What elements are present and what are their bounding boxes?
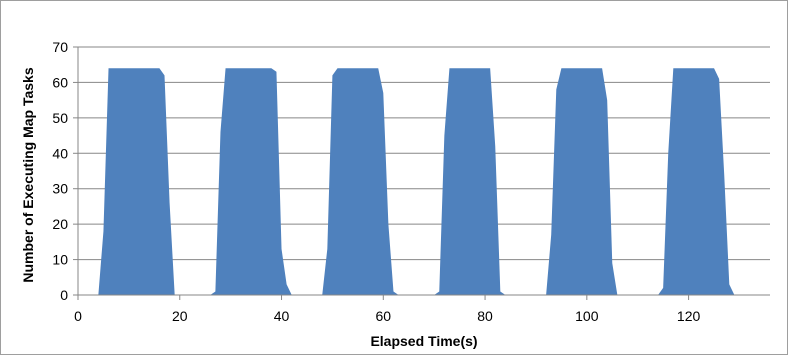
y-tick-label-20: 20 — [52, 216, 68, 232]
y-tick-label-0: 0 — [60, 287, 68, 303]
y-tick-label-50: 50 — [52, 110, 68, 126]
tick-labels: 0 10 20 30 40 50 60 70 0 20 40 60 80 100 120 — [52, 39, 700, 324]
y-tick-label-30: 30 — [52, 181, 68, 197]
x-tick-label-120: 120 — [677, 308, 701, 324]
x-tick-label-80: 80 — [477, 308, 493, 324]
y-tick-label-10: 10 — [52, 252, 68, 268]
x-tick-label-0: 0 — [74, 308, 82, 324]
axes — [73, 46, 770, 300]
gridlines — [78, 46, 770, 261]
x-axis-title: Elapsed Time(s) — [370, 333, 477, 349]
y-tick-label-60: 60 — [52, 74, 68, 90]
x-tick-label-60: 60 — [376, 308, 392, 324]
y-tick-label-40: 40 — [52, 145, 68, 161]
y-axis-title: Number of Executing Map Tasks — [20, 67, 36, 282]
x-tick-label-20: 20 — [172, 308, 188, 324]
x-tick-label-40: 40 — [274, 308, 290, 324]
series-layer — [98, 68, 735, 295]
y-tick-label-70: 70 — [52, 39, 68, 55]
x-tick-label-100: 100 — [575, 308, 599, 324]
area-series-0 — [98, 68, 735, 295]
